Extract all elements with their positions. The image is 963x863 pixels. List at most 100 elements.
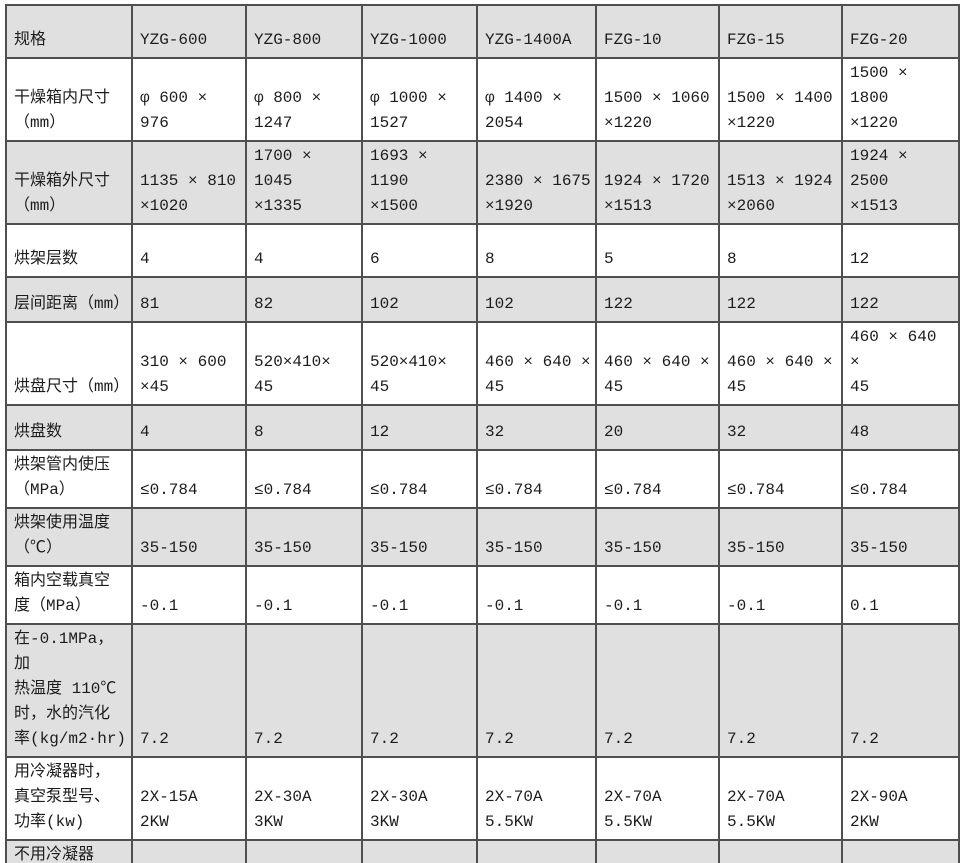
spec-cell: 8 — [245, 404, 363, 451]
spec-cell: ≤0.784 — [841, 449, 960, 509]
row-label: 不用冷凝器 时，真空泵型 号、功率(kw) — [5, 839, 133, 863]
spec-cell: 122 — [718, 276, 843, 323]
spec-cell: 460 × 640 × 45 — [476, 321, 597, 406]
column-header: YZG-1400A — [476, 4, 597, 59]
spec-cell: 48 — [841, 404, 960, 451]
spec-cell: -0.1 — [718, 565, 843, 625]
spec-cell: φ 800 × 1247 — [245, 57, 363, 142]
spec-cell: 7.2 — [476, 623, 597, 758]
spec-cell: 32 — [718, 404, 843, 451]
row-label: 干燥箱内尺寸 （mm） — [5, 57, 133, 142]
spec-cell: ≤0.784 — [476, 449, 597, 509]
spec-cell: 2X-90A 2KW — [841, 756, 960, 841]
spec-cell: ≤0.784 — [718, 449, 843, 509]
spec-cell: 82 — [245, 276, 363, 323]
spec-cell: 20 — [595, 404, 720, 451]
spec-cell: SZ-2 4KW — [595, 839, 720, 863]
spec-cell: 7.2 — [361, 623, 478, 758]
spec-cell: 102 — [361, 276, 478, 323]
spec-cell: 460 × 640 × 45 — [841, 321, 960, 406]
row-label: 烘盘尺寸（mm） — [5, 321, 133, 406]
spec-cell: SZ-0.5 1.5KW — [131, 839, 247, 863]
table-row: 烘盘数 4 8 12 32 20 32 48 — [5, 404, 960, 451]
spec-cell: ≤0.784 — [361, 449, 478, 509]
spec-cell: 102 — [476, 276, 597, 323]
table-row: 烘架层数 4 4 6 8 5 8 12 — [5, 223, 960, 278]
table-row: 层间距离（mm） 81 82 102 102 122 122 122 — [5, 276, 960, 323]
spec-cell: φ 1400 × 2054 — [476, 57, 597, 142]
spec-cell: 35-150 — [476, 507, 597, 567]
spec-cell: 1700 × 1045 ×1335 — [245, 140, 363, 225]
row-label: 烘架管内使压 （MPa） — [5, 449, 133, 509]
spec-cell: 35-150 — [718, 507, 843, 567]
spec-cell: 4 — [131, 404, 247, 451]
table-row: 干燥箱外尺寸 （mm） 1135 × 810 ×1020 1700 × 1045 ×… — [5, 140, 960, 225]
table-row: 用冷凝器时， 真空泵型号、 功率(kw) 2X-15A 2KW 2X-30A 3KW… — [5, 756, 960, 841]
spec-cell: 520×410× 45 — [361, 321, 478, 406]
spec-cell: 310 × 600 ×45 — [131, 321, 247, 406]
column-header: YZG-1000 — [361, 4, 478, 59]
spec-cell: 1500 × 1400 ×1220 — [718, 57, 843, 142]
row-label: 用冷凝器时， 真空泵型号、 功率(kw) — [5, 756, 133, 841]
spec-cell: 2X-30A 3KW — [361, 756, 478, 841]
row-label: 烘盘数 — [5, 404, 133, 451]
spec-cell: 2X-70A 5.5KW — [595, 756, 720, 841]
spec-cell: 122 — [595, 276, 720, 323]
row-label: 层间距离（mm） — [5, 276, 133, 323]
spec-cell: 8 — [718, 223, 843, 278]
spec-cell: 460 × 640 × 45 — [595, 321, 720, 406]
spec-cell: 32 — [476, 404, 597, 451]
table-row: 在-0.1MPa，加 热温度 110℃ 时，水的汽化 率(kg/m2·hr) 7.… — [5, 623, 960, 758]
header-row: 规格 YZG-600 YZG-800 YZG-1000 YZG-1400A FZG-10 F… — [5, 4, 960, 59]
spec-table: 规格 YZG-600 YZG-800 YZG-1000 YZG-1400A FZG-10 F… — [5, 4, 960, 863]
row-label: 在-0.1MPa，加 热温度 110℃ 时，水的汽化 率(kg/m2·hr) — [5, 623, 133, 758]
spec-cell: 1500 × 1800 ×1220 — [841, 57, 960, 142]
spec-cell: 35-150 — [131, 507, 247, 567]
spec-cell: -0.1 — [476, 565, 597, 625]
column-header: FZG-20 — [841, 4, 960, 59]
column-header: FZG-10 — [595, 4, 720, 59]
spec-cell: 35-150 — [245, 507, 363, 567]
spec-cell: ≤0.784 — [245, 449, 363, 509]
spec-cell: 81 — [131, 276, 247, 323]
spec-cell: ≤0.784 — [131, 449, 247, 509]
table-row: 不用冷凝器 时，真空泵型 号、功率(kw)SZ-0.5 1.5KWSZ-1 2.… — [5, 839, 960, 863]
spec-cell: 2X-70A 5.5KW — [476, 756, 597, 841]
spec-cell: SZ-1 2.2KW — [476, 839, 597, 863]
spec-cell: SZ-1 2.2KW — [245, 839, 363, 863]
column-header: FZG-15 — [718, 4, 843, 59]
spec-cell: 2X-15A 2KW — [131, 756, 247, 841]
table-row: 烘架管内使压 （MPa） ≤0.784 ≤0.784 ≤0.784 ≤0.784 ≤0.7… — [5, 449, 960, 509]
spec-cell: 0.1 — [841, 565, 960, 625]
spec-cell: -0.1 — [245, 565, 363, 625]
spec-cell: 1135 × 810 ×1020 — [131, 140, 247, 225]
spec-cell: -0.1 — [131, 565, 247, 625]
spec-cell: 1500 × 1060 ×1220 — [595, 57, 720, 142]
spec-cell: -0.1 — [361, 565, 478, 625]
spec-cell: 2X-30A 3KW — [245, 756, 363, 841]
spec-cell: 35-150 — [841, 507, 960, 567]
spec-cell: 520×410× 45 — [245, 321, 363, 406]
spec-cell: 7.2 — [595, 623, 720, 758]
spec-cell: 5 — [595, 223, 720, 278]
spec-cell: 1924 × 1720 ×1513 — [595, 140, 720, 225]
spec-cell: 460 × 640 × 45 — [718, 321, 843, 406]
spec-cell: 7.2 — [718, 623, 843, 758]
row-label: 干燥箱外尺寸 （mm） — [5, 140, 133, 225]
spec-cell: 7.2 — [131, 623, 247, 758]
table-row: 烘架使用温度 （℃） 35-150 35-150 35-150 35-150 35-150… — [5, 507, 960, 567]
spec-cell: 35-150 — [595, 507, 720, 567]
spec-cell: 7.2 — [841, 623, 960, 758]
spec-cell: 2380 × 1675 ×1920 — [476, 140, 597, 225]
spec-corner-header: 规格 — [5, 4, 133, 59]
spec-cell: 8 — [476, 223, 597, 278]
table-row: 烘盘尺寸（mm） 310 × 600 ×45 520×410× 45 520×410×… — [5, 321, 960, 406]
spec-cell: 4 — [245, 223, 363, 278]
spec-cell: 1693 × 1190 ×1500 — [361, 140, 478, 225]
spec-cell: φ 600 × 976 — [131, 57, 247, 142]
spec-cell: 2X-70A 5.5KW — [718, 756, 843, 841]
row-label: 箱内空载真空 度（MPa） — [5, 565, 133, 625]
column-header: YZG-800 — [245, 4, 363, 59]
spec-cell: φ 1000 × 1527 — [361, 57, 478, 142]
